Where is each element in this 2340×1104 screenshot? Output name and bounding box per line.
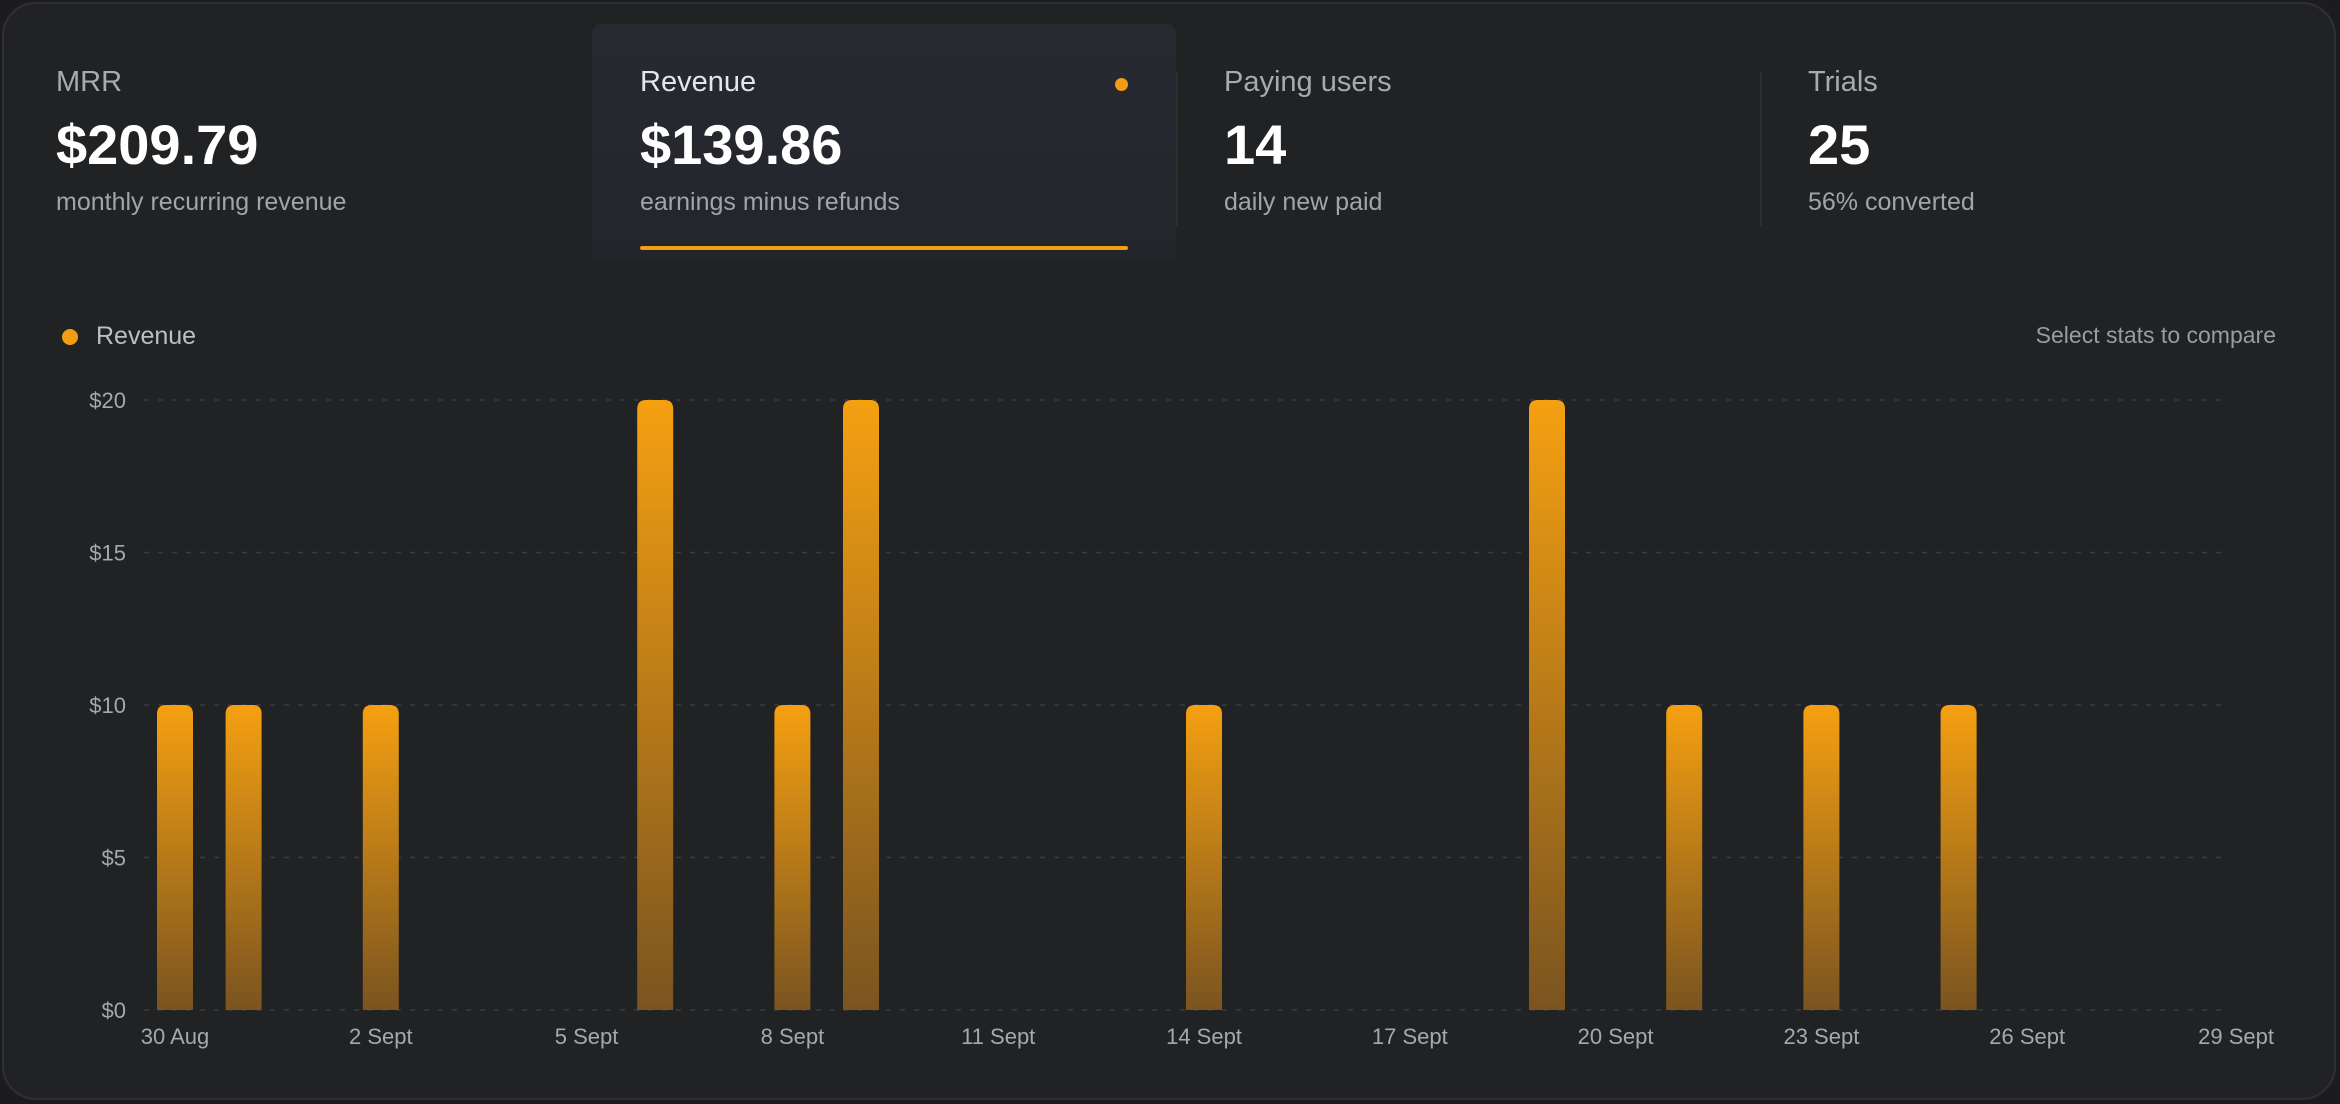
y-tick-label: $5 [102, 846, 126, 871]
stat-label: Paying users [1224, 66, 1392, 98]
stat-value: 14 [1224, 113, 1287, 176]
stats-row: MRR $209.79 monthly recurring revenue Re… [4, 24, 2334, 260]
x-tick-label: 14 Sept [1166, 1024, 1242, 1049]
chart-legend: Revenue [62, 322, 196, 351]
stat-label: MRR [56, 66, 123, 98]
x-tick-label: 2 Sept [349, 1024, 413, 1049]
y-axis-ticks: $0 $5 $10 $15 $20 [89, 388, 126, 1023]
stat-value: 25 [1808, 113, 1871, 176]
chart-bars [157, 400, 1977, 1010]
revenue-bar[interactable] [637, 400, 674, 1010]
revenue-bar[interactable] [362, 705, 399, 1010]
x-tick-label: 11 Sept [961, 1024, 1035, 1049]
stat-subtitle: earnings minus refunds [640, 188, 900, 216]
revenue-bar[interactable] [774, 705, 811, 1010]
stat-subtitle: daily new paid [1224, 188, 1383, 216]
stat-label: Revenue [640, 66, 757, 98]
revenue-bar[interactable] [225, 705, 262, 1010]
stat-label: Trials [1808, 66, 1878, 98]
active-tab-underline [640, 246, 1128, 250]
y-tick-label: $20 [89, 388, 126, 413]
revenue-bar[interactable] [1803, 705, 1840, 1010]
stat-card-mrr[interactable]: MRR $209.79 monthly recurring revenue [8, 24, 592, 260]
x-tick-label: 20 Sept [1578, 1024, 1654, 1049]
stat-divider [1176, 72, 1178, 226]
active-indicator-dot [1115, 78, 1128, 91]
y-tick-label: $10 [89, 693, 126, 718]
stat-value: $139.86 [640, 113, 843, 176]
revenue-bar[interactable] [1940, 705, 1977, 1010]
chart-gridlines [144, 399, 2226, 1011]
x-tick-label: 17 Sept [1372, 1024, 1448, 1049]
x-tick-label: 26 Sept [1989, 1024, 2065, 1049]
revenue-bar[interactable] [157, 705, 193, 1010]
stat-card-paying-users[interactable]: Paying users 14 daily new paid [1176, 24, 1760, 260]
stat-divider [1760, 72, 1762, 226]
select-stats-to-compare-button[interactable]: Select stats to compare [2035, 322, 2276, 348]
stat-card-revenue[interactable]: Revenue $139.86 earnings minus refunds [592, 24, 1176, 260]
y-tick-label: $0 [102, 998, 126, 1023]
x-tick-label: 8 Sept [761, 1024, 825, 1049]
revenue-bar[interactable] [843, 400, 879, 1010]
stat-subtitle: monthly recurring revenue [56, 188, 347, 216]
revenue-bar[interactable] [1529, 400, 1565, 1010]
stat-card-trials[interactable]: Trials 25 56% converted [1760, 24, 2334, 260]
revenue-bar-chart: $0 $5 $10 $15 $20 30 Aug 2 Sept 5 Sept 8 Sept 11… [89, 388, 2274, 1049]
x-tick-label: 23 Sept [1783, 1024, 1859, 1049]
legend-label: Revenue [96, 322, 197, 350]
revenue-bar[interactable] [1666, 705, 1703, 1010]
legend-dot [62, 328, 78, 345]
y-tick-label: $15 [89, 541, 126, 566]
x-tick-label: 29 Sept [2198, 1024, 2274, 1049]
x-tick-label: 30 Aug [141, 1024, 210, 1049]
revenue-bar[interactable] [1186, 705, 1222, 1010]
x-tick-label: 5 Sept [555, 1024, 619, 1049]
x-axis-ticks: 30 Aug 2 Sept 5 Sept 8 Sept 11 Sept 14 Sept 17… [141, 1024, 2274, 1049]
stat-subtitle: 56% converted [1808, 188, 1975, 216]
stat-value: $209.79 [56, 113, 259, 176]
